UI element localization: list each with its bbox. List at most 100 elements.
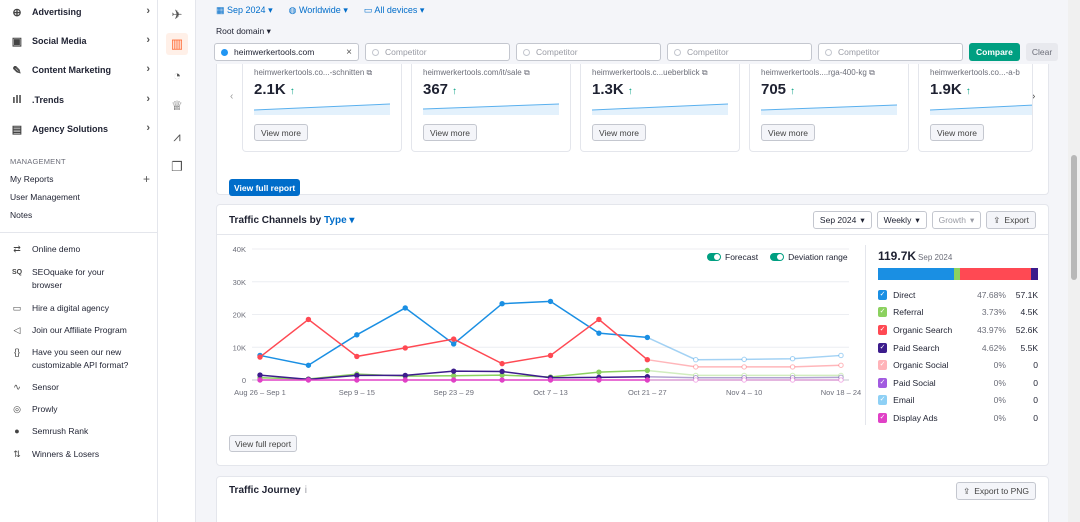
- doc-icon: ▤: [11, 123, 23, 136]
- deviation-toggle[interactable]: Deviation range: [770, 252, 848, 262]
- nav-label: Agency Solutions: [32, 124, 109, 134]
- nav-social-media[interactable]: ▣ Social Media ›: [10, 31, 150, 51]
- overlap-icon[interactable]: ◔: [173, 67, 181, 83]
- checkbox-icon[interactable]: ✓: [878, 377, 888, 388]
- domain-input[interactable]: heimwerkertools.com ×: [214, 43, 359, 61]
- view-full-report-button[interactable]: View full report: [229, 435, 298, 452]
- checkbox-icon[interactable]: ✓: [878, 307, 888, 318]
- compare-button[interactable]: Compare: [969, 43, 1020, 61]
- winners-losers-link[interactable]: ⇅ Winners & Losers: [10, 448, 150, 461]
- data-point: [402, 345, 408, 351]
- root-domain-select[interactable]: Root domain ▾: [216, 26, 271, 36]
- channel-value: 57.1K: [1015, 289, 1038, 300]
- compare-row: heimwerkertools.com × Competitor Competi…: [214, 43, 1059, 61]
- chevron-right-icon: ›: [146, 34, 150, 46]
- checkbox-icon[interactable]: ✓: [878, 412, 888, 423]
- traffic-title-text: Traffic Channels by: [229, 215, 322, 226]
- line-chart-icon[interactable]: ⩘: [173, 129, 181, 144]
- competitor-input[interactable]: Competitor: [818, 43, 963, 61]
- region-filter[interactable]: ◍ Worldwide ▾: [288, 5, 348, 15]
- competitor-dot: [674, 48, 681, 56]
- online-demo-link[interactable]: ⇄ Online demo: [10, 243, 150, 256]
- checkbox-icon[interactable]: ✓: [878, 360, 888, 371]
- checkbox-icon[interactable]: ✓: [878, 395, 888, 406]
- bar-chart-icon[interactable]: ▥: [166, 33, 188, 55]
- type-dropdown[interactable]: Type ▾: [324, 215, 355, 226]
- channel-row[interactable]: ✓ Email 0% 0: [878, 392, 1038, 410]
- channel-row[interactable]: ✓ Organic Social 0% 0: [878, 356, 1038, 374]
- channel-row[interactable]: ✓ Paid Search 4.62% 5.5K: [878, 339, 1038, 357]
- view-full-report-button[interactable]: View full report: [229, 179, 301, 196]
- nav-content-marketing[interactable]: ✎ Content Marketing ›: [10, 60, 150, 80]
- data-point: [450, 373, 457, 379]
- view-more-button[interactable]: View more: [761, 124, 815, 141]
- nav-label: Social Media: [32, 36, 87, 46]
- metric-select[interactable]: Growth ▾: [931, 211, 982, 229]
- channel-name: Organic Search: [893, 324, 953, 335]
- semrush-rank-link[interactable]: ● Semrush Rank: [10, 425, 150, 438]
- plus-icon[interactable]: +: [142, 172, 150, 186]
- data-point: [547, 352, 554, 359]
- forecast-toggle[interactable]: Forecast: [707, 252, 758, 262]
- hire-agency-link[interactable]: ▭ Hire a digital agency: [10, 302, 150, 315]
- sparkline: [423, 103, 559, 115]
- x-tick-label: Sep 9 – 15: [339, 388, 375, 397]
- data-point: [596, 330, 602, 336]
- sensor-icon: ∿: [13, 382, 21, 392]
- view-more-button[interactable]: View more: [930, 124, 984, 141]
- channel-row[interactable]: ✓ Display Ads 0% 0: [878, 409, 1038, 427]
- prowly-link[interactable]: ◎ Prowly: [10, 403, 150, 416]
- checkbox-icon[interactable]: ✓: [878, 342, 888, 353]
- page-url[interactable]: heimwerkertools.co...-a-b: [930, 68, 1020, 77]
- close-icon[interactable]: ×: [346, 46, 352, 58]
- view-more-button[interactable]: View more: [254, 124, 308, 141]
- date-filter[interactable]: ▦ Sep 2024 ▾: [216, 5, 273, 15]
- clear-button[interactable]: Clear: [1025, 43, 1059, 61]
- window-icon[interactable]: ❐: [171, 159, 183, 174]
- user-management-link[interactable]: User Management: [10, 192, 80, 202]
- total-traffic: 119.7K Sep 2024: [878, 249, 1038, 263]
- channel-row[interactable]: ✓ Referral 3.73% 4.5K: [878, 304, 1038, 322]
- export-png-button[interactable]: ⇪ Export to PNG: [956, 482, 1036, 500]
- tool-label: Hire a digital agency: [32, 303, 110, 313]
- chevron-right-icon[interactable]: ›: [1032, 91, 1036, 102]
- info-icon[interactable]: i: [304, 485, 307, 496]
- device-filter[interactable]: ▭ All devices ▾: [363, 5, 425, 15]
- page-url[interactable]: heimwerkertools.com/it/sale ⧉: [423, 68, 530, 78]
- checkbox-icon[interactable]: ✓: [878, 324, 888, 335]
- api-format-link[interactable]: {} Have you seen our new customizable API…: [10, 346, 150, 372]
- month-select[interactable]: Sep 2024 ▾: [812, 211, 872, 229]
- checkbox-icon[interactable]: ✓: [878, 289, 888, 300]
- channel-summary: 119.7K Sep 2024 ✓ Direct 47.68% 57.1K ✓ Referr…: [878, 249, 1038, 427]
- page-url[interactable]: heimwerkertools.c...ueberblick ⧉: [592, 68, 708, 78]
- nav-advertising[interactable]: ⊕ Advertising ›: [10, 2, 150, 22]
- my-reports-link[interactable]: My Reports +: [10, 172, 150, 186]
- view-more-button[interactable]: View more: [423, 124, 477, 141]
- sensor-link[interactable]: ∿ Sensor: [10, 381, 150, 394]
- channel-row[interactable]: ✓ Organic Search 43.97% 52.6K: [878, 321, 1038, 339]
- notes-link[interactable]: Notes: [10, 210, 33, 220]
- scrollbar-thumb[interactable]: [1071, 155, 1077, 280]
- export-button[interactable]: ⇪ Export: [986, 211, 1036, 229]
- channel-percent: 0%: [993, 360, 1006, 371]
- page-traffic-value: 2.1K: [254, 81, 286, 98]
- competitor-input[interactable]: Competitor: [667, 43, 812, 61]
- page-url[interactable]: heimwerkertools....rga-400-kg ⧉: [761, 68, 875, 78]
- affiliate-link[interactable]: ◁ Join our Affiliate Program: [10, 324, 150, 337]
- competitor-input[interactable]: Competitor: [365, 43, 510, 61]
- channel-value: 5.5K: [1020, 342, 1039, 353]
- seoquake-link[interactable]: SQ SEOquake for your browser: [10, 266, 150, 292]
- competitor-input[interactable]: Competitor: [516, 43, 661, 61]
- channel-row[interactable]: ✓ Paid Social 0% 0: [878, 374, 1038, 392]
- granularity-select[interactable]: Weekly ▾: [876, 211, 927, 229]
- telescope-icon[interactable]: ✈: [171, 7, 183, 22]
- view-more-button[interactable]: View more: [592, 124, 646, 141]
- page-url[interactable]: heimwerkertools.co...-schnitten ⧉: [254, 68, 372, 78]
- nav-agency-solutions[interactable]: ▤ Agency Solutions ›: [10, 119, 150, 139]
- page-scrollbar[interactable]: [1068, 0, 1080, 522]
- export-label: Export: [1004, 215, 1029, 225]
- chevron-left-icon[interactable]: ‹: [230, 91, 234, 102]
- trophy-icon[interactable]: ♕: [171, 98, 183, 113]
- channel-row[interactable]: ✓ Direct 47.68% 57.1K: [878, 286, 1038, 304]
- nav-trends[interactable]: ıll .Trends ›: [10, 90, 150, 110]
